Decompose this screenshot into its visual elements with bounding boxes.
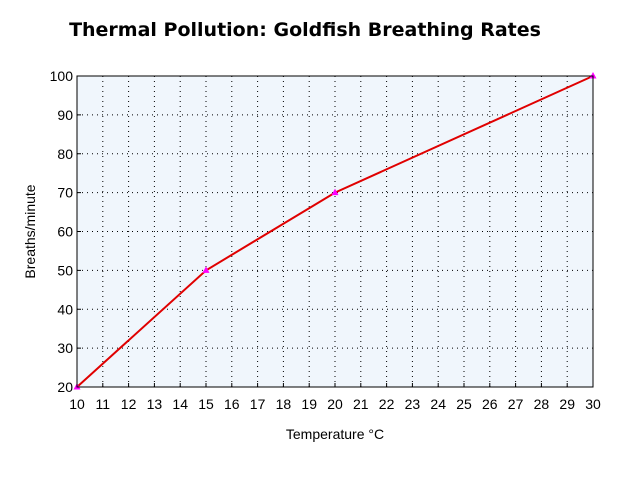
y-tick-label: 70 [57, 185, 73, 201]
y-tick-label: 90 [57, 107, 73, 123]
x-tick-label: 16 [224, 396, 240, 412]
y-tick-label: 60 [57, 224, 73, 240]
y-tick-label: 40 [57, 301, 73, 317]
x-tick-label: 17 [250, 396, 266, 412]
x-tick-label: 23 [405, 396, 421, 412]
x-tick-label: 10 [69, 396, 85, 412]
x-tick-label: 27 [508, 396, 524, 412]
data-point [202, 266, 210, 273]
y-tick-label: 50 [57, 262, 73, 278]
x-tick-label: 21 [353, 396, 369, 412]
x-tick-label: 11 [96, 396, 111, 412]
x-tick-label: 29 [559, 396, 575, 412]
data-point [331, 188, 339, 196]
x-tick-label: 18 [276, 396, 292, 412]
series-line [76, 75, 594, 388]
x-tick-label: 24 [430, 396, 446, 412]
y-tick-label: 100 [50, 68, 74, 84]
x-tick-label: 12 [121, 396, 137, 412]
y-tick-label: 20 [57, 379, 73, 395]
x-tick-label: 26 [482, 396, 498, 412]
x-axis-label: Temperature °C [286, 426, 384, 442]
x-tick-label: 13 [147, 396, 163, 412]
data-point [589, 72, 597, 79]
tick-labels: 10 11 12 13 14 15 16 17 18 19 20 21 22 23 24 25 26 27 28 29… [50, 68, 601, 412]
chart-title: Thermal Pollution: Goldfish Breathing Ra… [69, 19, 541, 41]
x-tick-label: 22 [379, 396, 395, 412]
y-axis-label: Breaths/minute [22, 184, 38, 278]
x-tick-label: 30 [585, 396, 601, 412]
plot-border [76, 75, 594, 388]
x-tick-label: 15 [198, 396, 214, 412]
axis-ticks [76, 75, 594, 388]
x-tick-label: 20 [327, 396, 343, 412]
y-tick-label: 30 [57, 340, 73, 356]
x-tick-label: 19 [301, 396, 317, 412]
x-tick-label: 25 [456, 396, 472, 412]
x-tick-label: 14 [172, 396, 188, 412]
x-tick-label: 28 [534, 396, 550, 412]
y-tick-label: 80 [57, 146, 73, 162]
